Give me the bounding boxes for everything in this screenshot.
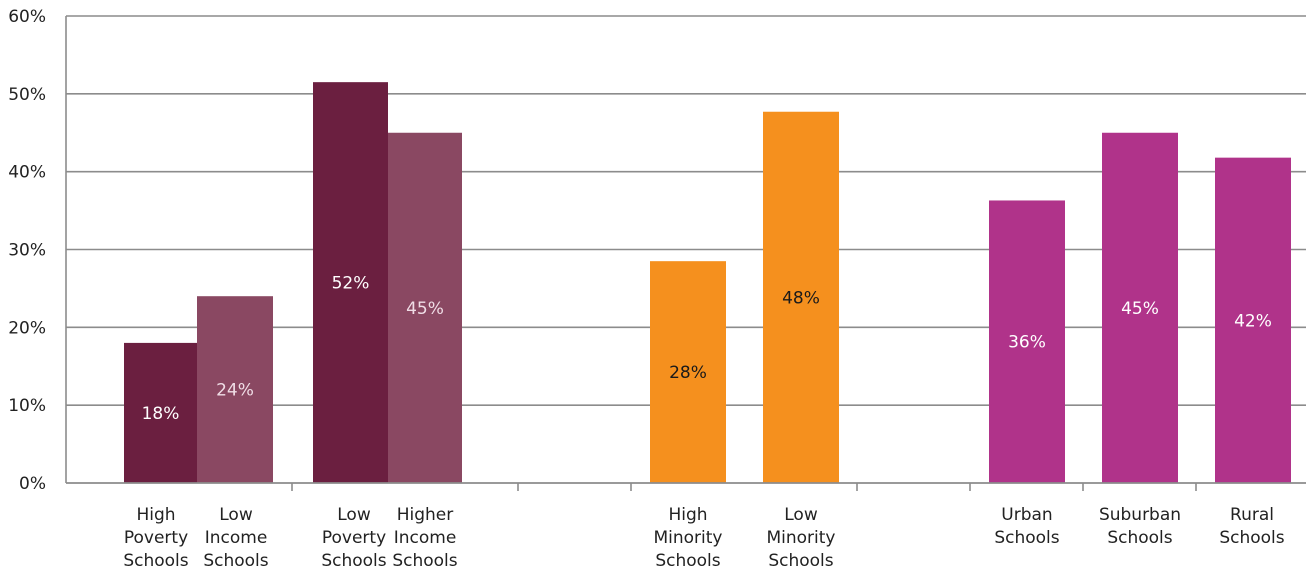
bar [1215, 157, 1291, 483]
bar [388, 132, 462, 483]
y-tick-label: 50% [8, 85, 46, 105]
bar [124, 342, 197, 483]
y-tick-label: 10% [8, 396, 46, 416]
y-tick-label: 40% [8, 163, 46, 183]
category-label: Rural Schools [1219, 505, 1284, 548]
bar [763, 111, 839, 484]
category-label: Suburban Schools [1099, 505, 1181, 548]
y-tick-label: 0% [19, 474, 46, 494]
data-label: 18% [142, 404, 180, 424]
category-label: High Poverty Schools [123, 505, 188, 571]
data-label: 36% [1008, 333, 1046, 353]
category-label: Higher Income Schools [392, 505, 457, 571]
y-tick-label: 30% [8, 241, 46, 261]
data-label: 45% [1121, 299, 1159, 319]
data-label: 48% [782, 288, 820, 308]
bar [313, 82, 388, 484]
category-label: Low Income Schools [203, 505, 268, 571]
data-label: 24% [216, 381, 254, 401]
data-label: 52% [332, 274, 370, 294]
y-tick-label: 20% [8, 318, 46, 338]
data-label: 45% [406, 299, 444, 319]
bar [650, 261, 726, 483]
bar [1102, 132, 1178, 483]
y-tick-label: 60% [8, 7, 46, 27]
category-label: High Minority Schools [653, 505, 722, 571]
category-label: Low Minority Schools [766, 505, 835, 571]
bar [989, 200, 1065, 483]
category-label: Low Poverty Schools [321, 505, 386, 571]
data-label: 28% [669, 363, 707, 383]
category-label: Urban Schools [994, 505, 1059, 548]
data-label: 42% [1234, 311, 1272, 331]
bar [197, 296, 273, 483]
